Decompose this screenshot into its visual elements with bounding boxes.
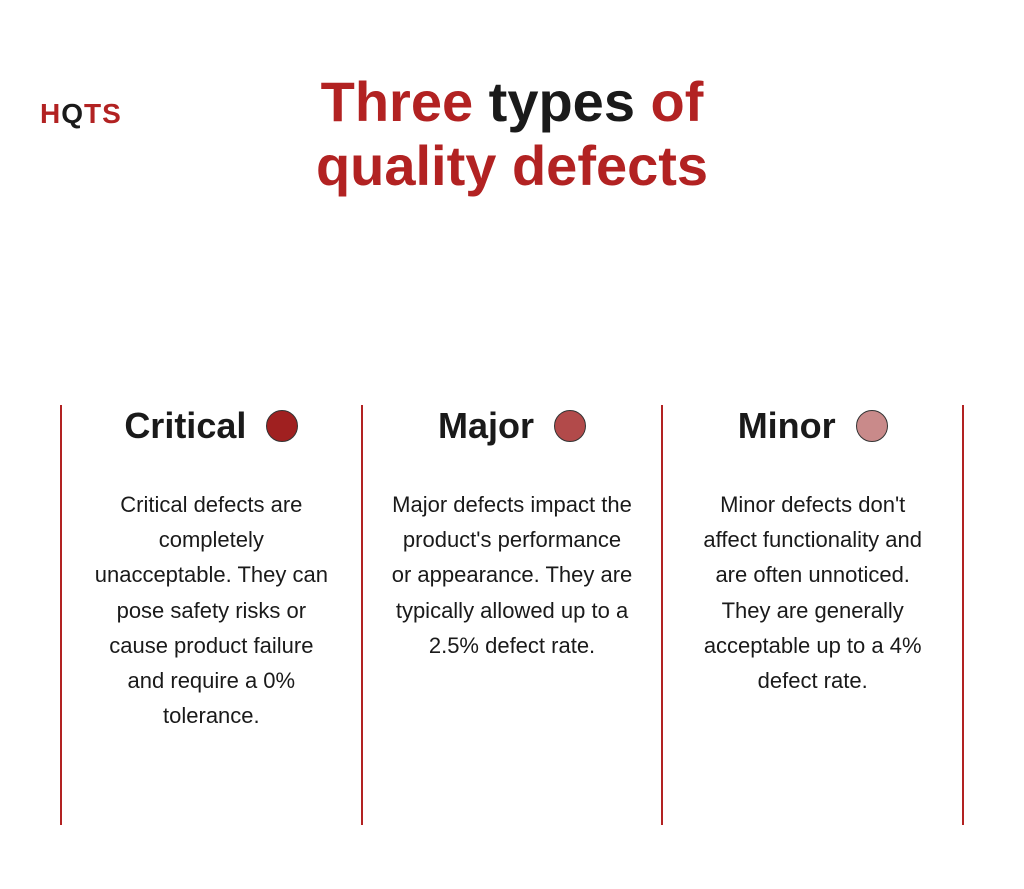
- column-title-critical: Critical: [124, 405, 246, 447]
- column-title-minor: Minor: [738, 405, 836, 447]
- logo-letter-h: H: [40, 98, 61, 129]
- column-header-minor: Minor: [691, 405, 934, 447]
- brand-logo: HQTS: [40, 98, 122, 130]
- logo-letters-ts: TS: [84, 98, 122, 129]
- logo-letter-q: Q: [61, 98, 84, 130]
- column-title-major: Major: [438, 405, 534, 447]
- column-header-major: Major: [391, 405, 634, 447]
- severity-dot-minor: [856, 410, 888, 442]
- column-critical: Critical Critical defects are completely…: [62, 405, 361, 825]
- column-description-critical: Critical defects are completely unaccept…: [90, 487, 333, 733]
- column-minor: Minor Minor defects don't affect functio…: [663, 405, 962, 825]
- column-description-minor: Minor defects don't affect functionality…: [691, 487, 934, 698]
- defect-columns: Critical Critical defects are completely…: [60, 405, 964, 825]
- title-word-1: Three: [321, 70, 474, 133]
- column-description-major: Major defects impact the product's perfo…: [391, 487, 634, 663]
- column-header-critical: Critical: [90, 405, 333, 447]
- title-word-2: types: [489, 70, 635, 133]
- title-word-3: of: [651, 70, 704, 133]
- column-divider: [962, 405, 964, 825]
- severity-dot-major: [554, 410, 586, 442]
- severity-dot-critical: [266, 410, 298, 442]
- page-title: Three types of quality defects: [0, 70, 1024, 199]
- column-major: Major Major defects impact the product's…: [363, 405, 662, 825]
- title-line-2: quality defects: [316, 134, 708, 197]
